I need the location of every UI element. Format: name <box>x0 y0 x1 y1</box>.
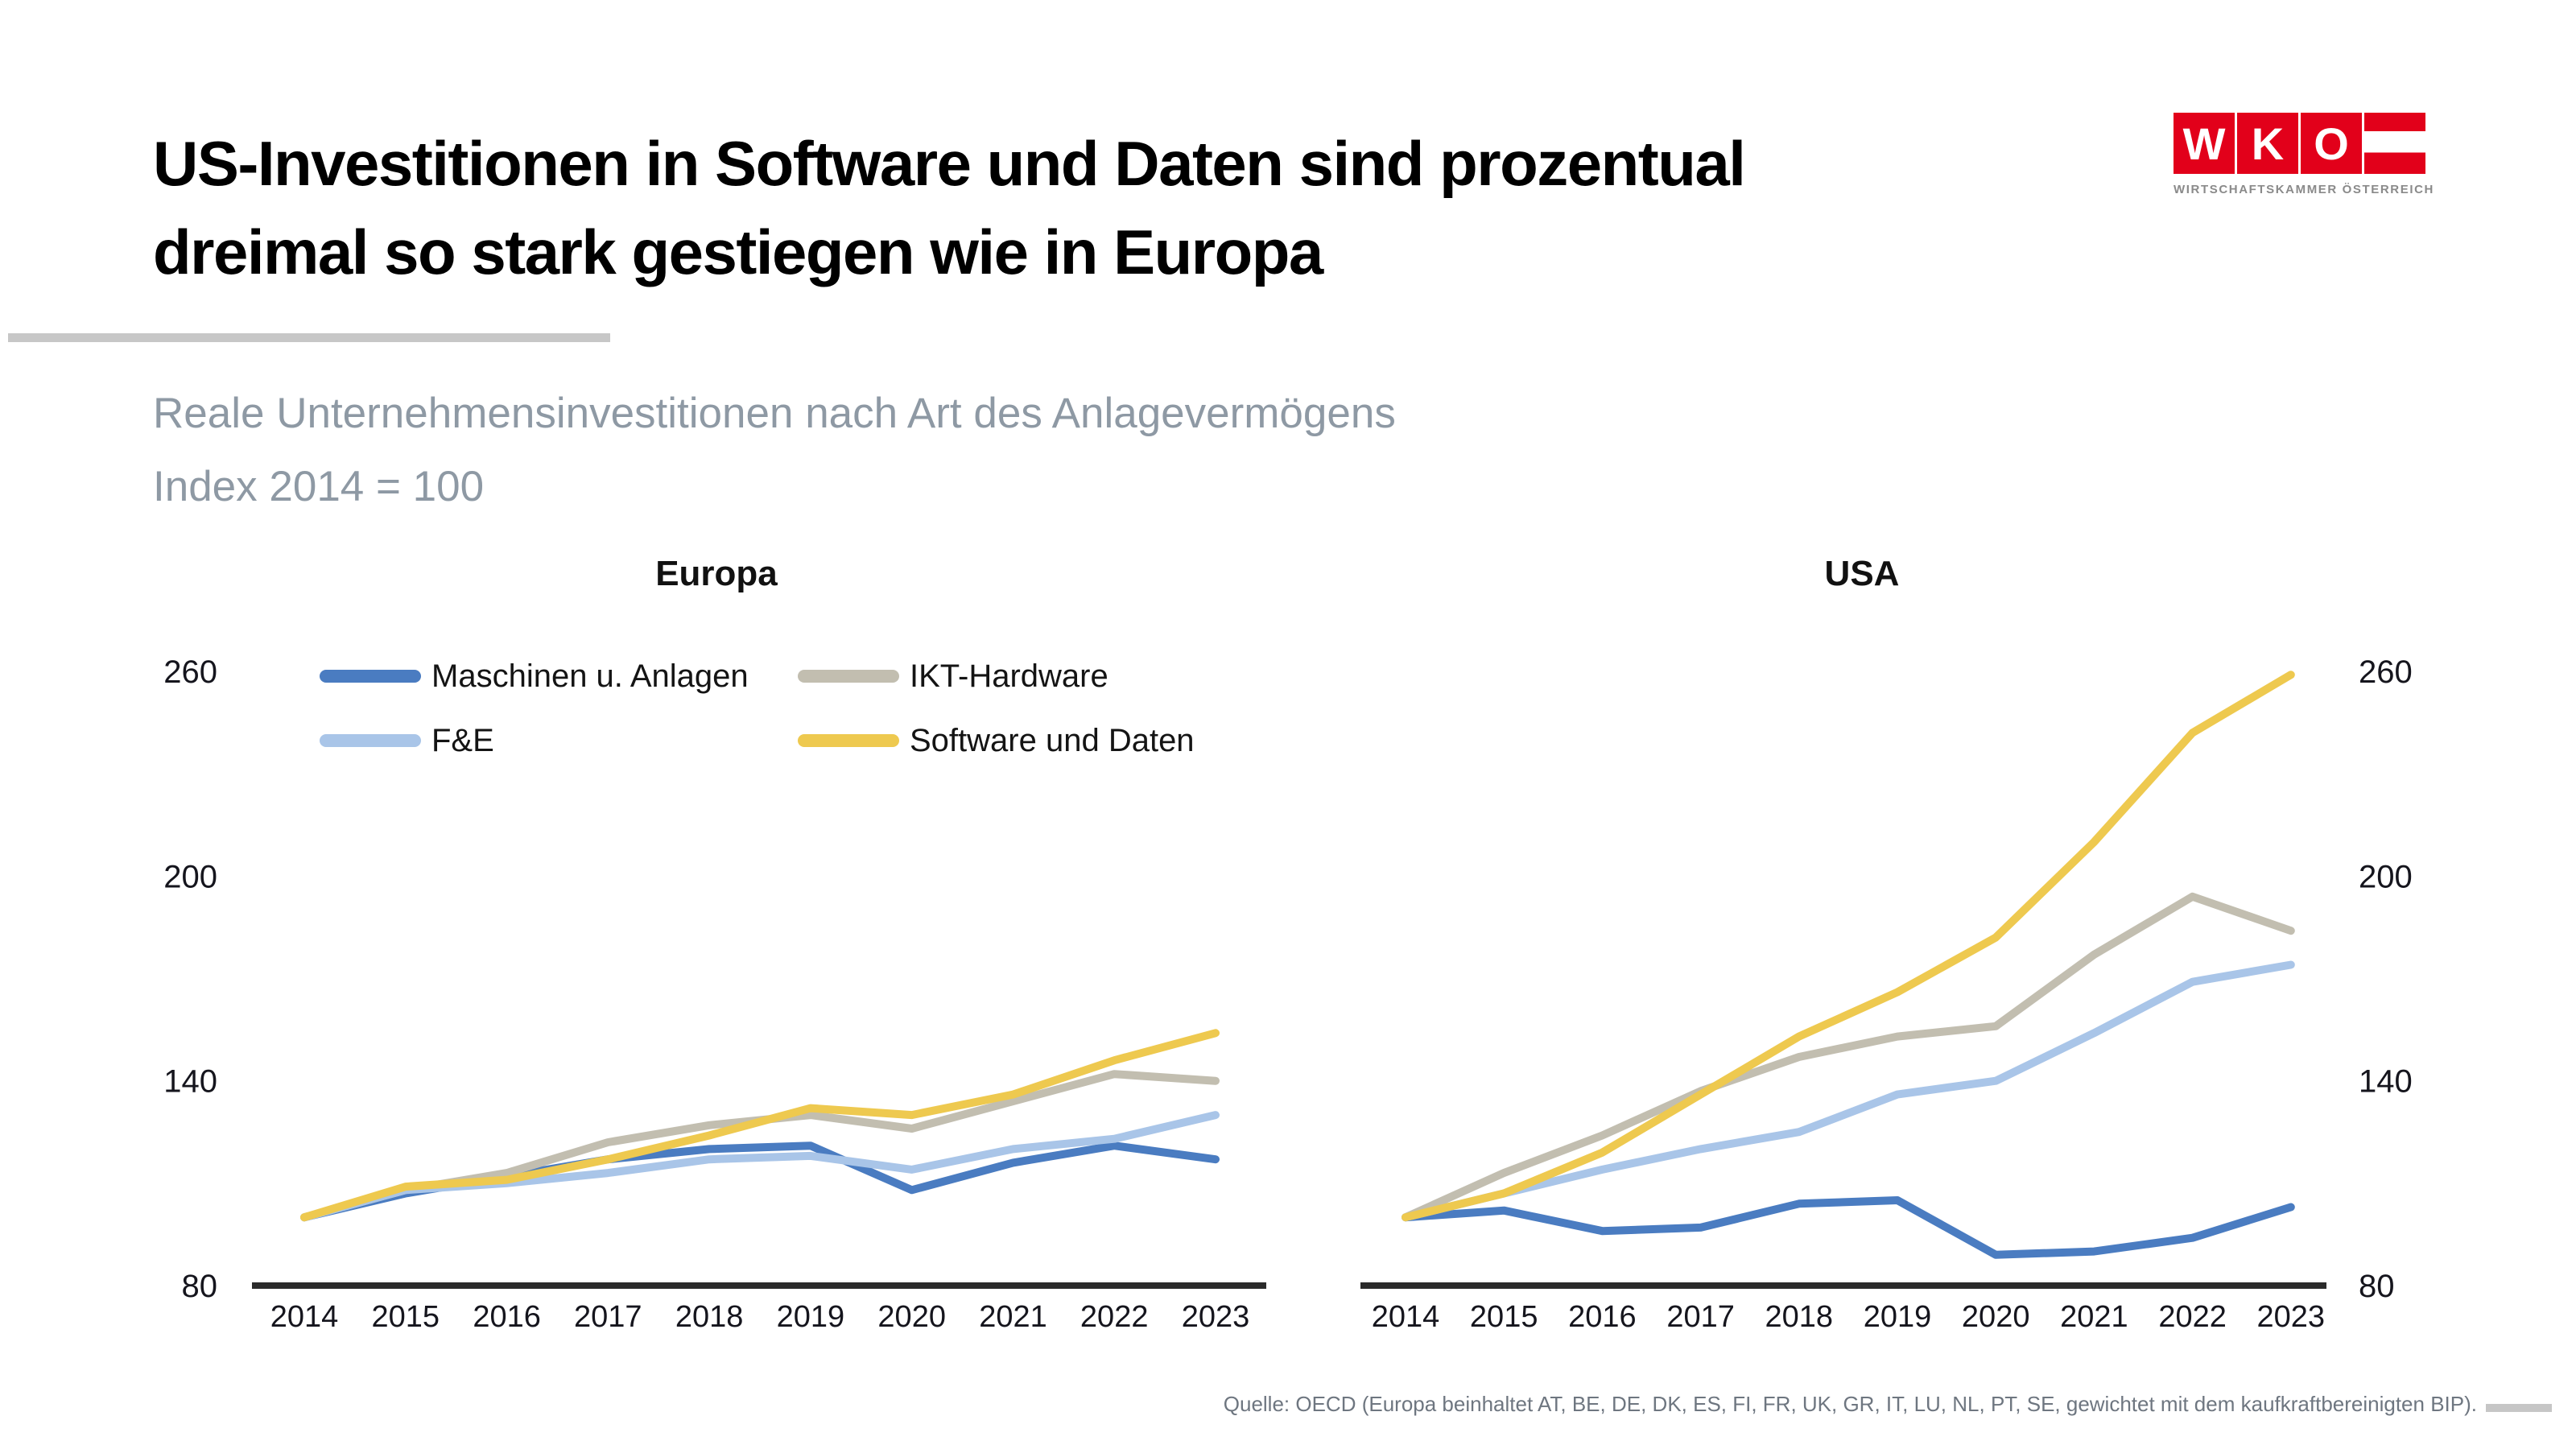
legend-item: Maschinen u. Anlagen <box>320 656 798 696</box>
chart-title-usa: USA <box>1824 554 1900 593</box>
line-usa-f-e <box>1402 960 2295 1222</box>
logo-letter-o: O <box>2301 113 2362 174</box>
y-tick-label: 260 <box>2359 654 2413 690</box>
chart-usa: 80 140 200 260 2014 2015 2016 2017 2018 2019 2020 2… <box>1360 654 2413 1334</box>
x-tick-label: 2016 <box>1568 1300 1637 1334</box>
x-tick-label: 2022 <box>2158 1300 2227 1334</box>
x-tick-label: 2021 <box>2060 1300 2128 1334</box>
wko-logo: W K O WIRTSCHAFTSKAMMER ÖSTERREICH <box>2174 113 2434 196</box>
y-tick-label: 80 <box>182 1269 218 1304</box>
legend-label: F&E <box>431 722 494 758</box>
x-tick-label: 2018 <box>675 1300 744 1334</box>
logo-caption: WIRTSCHAFTSKAMMER ÖSTERREICH <box>2174 183 2434 196</box>
austria-flag-icon <box>2364 113 2425 174</box>
y-tick-label: 80 <box>2359 1269 2395 1304</box>
x-tick-label: 2020 <box>877 1300 946 1334</box>
legend-item: Software und Daten <box>798 720 1195 761</box>
line-usa-ikt-hardware <box>1402 892 2295 1222</box>
x-tick-label: 2020 <box>1962 1300 2030 1334</box>
x-tick-label: 2015 <box>372 1300 440 1334</box>
line-usa-software-und-daten <box>1402 671 2295 1222</box>
line-europa-f-e <box>300 1111 1220 1222</box>
x-tick-label: 2019 <box>1864 1300 1932 1334</box>
legend-label: Maschinen u. Anlagen <box>431 658 749 694</box>
x-tick-label: 2018 <box>1765 1300 1834 1334</box>
chart-subtitle: Reale Unternehmensinvestitionen nach Art… <box>153 377 1396 523</box>
footer-divider <box>2486 1404 2552 1412</box>
page-title-line2: dreimal so stark gestiegen wie in Europa <box>153 217 1323 287</box>
x-tick-label: 2019 <box>777 1300 845 1334</box>
x-tick-label: 2023 <box>2257 1300 2326 1334</box>
title-divider <box>8 333 610 342</box>
y-tick-label: 140 <box>2359 1064 2413 1100</box>
source-note: Quelle: OECD (Europa beinhaltet AT, BE, … <box>1223 1392 2477 1416</box>
x-tick-label: 2014 <box>270 1300 339 1334</box>
legend-swatch-icon <box>798 670 899 683</box>
logo-letter-w: W <box>2174 113 2235 174</box>
page-title: US-Investitionen in Software und Daten s… <box>153 119 1746 296</box>
x-tick-label: 2017 <box>1666 1300 1735 1334</box>
y-tick-label: 200 <box>2359 859 2413 894</box>
legend-item: IKT-Hardware <box>798 656 1195 696</box>
chart-legend: Maschinen u. Anlagen IKT-Hardware F&E Softw… <box>320 656 1195 761</box>
y-tick-label: 260 <box>163 654 217 690</box>
x-tick-label: 2021 <box>979 1300 1047 1334</box>
x-tick-label: 2022 <box>1080 1300 1149 1334</box>
chart-title-europa: Europa <box>655 554 778 593</box>
legend-swatch-icon <box>320 670 421 683</box>
line-usa-maschinen-u-anlagen <box>1402 1196 2295 1259</box>
x-tick-label: 2017 <box>574 1300 642 1334</box>
x-tick-label: 2015 <box>1470 1300 1538 1334</box>
chart-europa: 80 140 200 260 2014 2015 2016 2017 2018 2019 2020 2… <box>163 654 1266 1334</box>
page-title-line1: US-Investitionen in Software und Daten s… <box>153 128 1746 199</box>
legend-label: IKT-Hardware <box>910 658 1108 694</box>
legend-swatch-icon <box>320 734 421 747</box>
subtitle-line2: Index 2014 = 100 <box>153 463 485 510</box>
y-tick-label: 200 <box>163 859 217 894</box>
x-tick-label: 2014 <box>1372 1300 1440 1334</box>
logo-tiles: W K O <box>2174 113 2434 174</box>
legend-swatch-icon <box>798 734 899 747</box>
subtitle-line1: Reale Unternehmensinvestitionen nach Art… <box>153 390 1396 437</box>
legend-label: Software und Daten <box>910 722 1195 758</box>
y-tick-label: 140 <box>163 1064 217 1100</box>
logo-letter-k: K <box>2237 113 2298 174</box>
x-tick-label: 2023 <box>1182 1300 1250 1334</box>
line-europa-software-und-daten <box>300 1029 1220 1222</box>
legend-item: F&E <box>320 720 798 761</box>
x-tick-label: 2016 <box>473 1300 541 1334</box>
